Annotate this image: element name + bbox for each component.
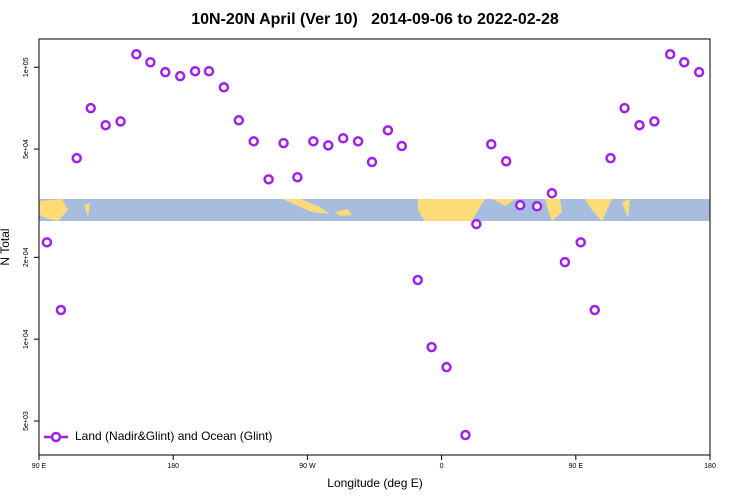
map-strip [39,199,710,221]
point [71,152,82,164]
point [115,116,126,127]
y-tick-label: 2e+04 [23,247,30,267]
y-tick-label: 1e+05 [23,57,30,77]
y-axis-label: N Total [0,228,12,265]
point [218,82,230,93]
x-tick-label: 180 [167,463,179,470]
point [233,115,245,126]
point [352,136,364,147]
point [203,65,215,77]
point [85,102,96,114]
point [131,49,142,60]
point [546,188,558,199]
point [634,119,645,131]
point [589,304,600,316]
point [189,65,201,77]
x-tick-label: 90 E [32,463,47,470]
point [559,256,571,268]
point [693,66,705,78]
point [678,57,690,68]
point [278,137,289,149]
point [174,70,186,82]
y-tick-label: 5e+04 [23,139,30,159]
point [575,237,586,248]
point [323,140,334,151]
point [41,237,53,248]
point [664,49,676,60]
point [248,136,259,147]
point [486,138,497,150]
point [382,125,394,136]
point [619,102,630,114]
point [55,304,67,316]
point [308,136,319,147]
point [100,119,111,131]
point [531,201,543,212]
x-axis-label: Longitude (deg E) [327,476,422,490]
point [292,171,303,183]
point [441,361,452,373]
point [366,156,378,168]
legend-marker [50,431,62,443]
point [426,341,437,353]
point [500,156,512,167]
x-tick-label: 90 E [569,463,584,470]
point [145,57,156,68]
x-tick-label: 0 [440,463,444,470]
chart-title: 10N-20N April (Ver 10) 2014-09-06 to 202… [191,11,559,28]
legend-label: Land (Nadir&Glint) and Ocean (Glint) [75,429,272,443]
point [412,274,423,286]
point [605,152,616,164]
point [471,218,482,230]
y-tick-label: 1e+04 [23,329,30,349]
point [160,66,171,78]
y-tick-label: 5e+03 [23,411,30,431]
point [396,140,408,152]
point [460,429,471,441]
point [337,133,349,144]
x-tick-label: 180 [704,463,716,470]
point [649,116,660,127]
point [263,174,274,185]
plot-frame [38,38,711,456]
x-tick-label: 90 W [299,463,316,470]
point [514,199,526,211]
